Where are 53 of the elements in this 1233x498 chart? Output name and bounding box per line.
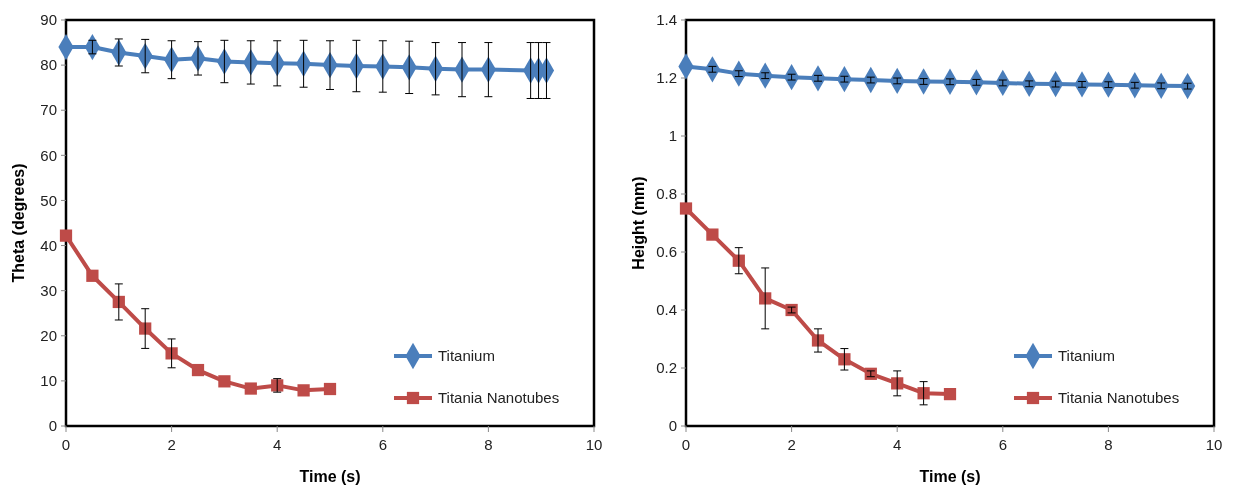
y-tick-label: 30 — [40, 281, 57, 299]
point — [917, 387, 930, 400]
x-tick-label: 2 — [167, 436, 176, 453]
point — [191, 363, 205, 377]
point — [297, 384, 310, 397]
y-tick-label: 20 — [40, 327, 57, 345]
y-tick-label: 0.4 — [656, 301, 677, 319]
y-tick-label: 60 — [40, 146, 57, 164]
y-tick-label: 70 — [40, 101, 57, 119]
point — [244, 382, 257, 395]
x-tick-label: 8 — [1104, 436, 1113, 453]
point — [218, 375, 231, 388]
x-tick-label: 0 — [61, 436, 71, 453]
y-tick-label: 1 — [668, 127, 677, 145]
y-tick-label: 0.6 — [656, 243, 677, 261]
legend-label: Titanium — [438, 347, 495, 365]
point — [139, 322, 152, 335]
x-tick-label: 10 — [585, 436, 603, 453]
x-tick-label: 8 — [484, 436, 493, 453]
legend-label: Titania Nanotubes — [1058, 389, 1180, 407]
y-tick-label: 10 — [40, 372, 57, 390]
y-tick-label: 90 — [40, 11, 57, 29]
y-tick-label: 0.8 — [656, 185, 677, 203]
point — [59, 229, 73, 242]
y-tick-label: 50 — [40, 191, 57, 209]
y-tick-label: 80 — [40, 56, 57, 74]
y-tick-label: 1.2 — [656, 69, 677, 87]
x-tick-label: 2 — [787, 436, 796, 453]
x-tick-label: 6 — [378, 436, 387, 453]
point — [706, 228, 719, 241]
point — [86, 269, 99, 282]
point — [838, 353, 851, 366]
y-tick-label: 0.2 — [656, 359, 677, 377]
x-tick-label: 4 — [893, 436, 902, 453]
x-axis-title: Time (s) — [919, 468, 981, 485]
y-tick-label: 0 — [668, 417, 677, 435]
x-tick-label: 6 — [998, 436, 1007, 453]
y-axis-title: Theta (degrees) — [10, 163, 27, 283]
y-axis-title: Height (mm) — [630, 176, 647, 270]
point — [165, 347, 178, 360]
x-axis-title: Time (s) — [299, 468, 361, 485]
y-tick-label: 1.4 — [656, 11, 677, 29]
point — [679, 202, 693, 215]
y-tick-label: 0 — [48, 417, 57, 435]
x-tick-label: 4 — [273, 436, 282, 453]
point — [759, 292, 772, 305]
point — [323, 382, 337, 396]
x-tick-label: 10 — [1205, 436, 1223, 453]
y-tick-label: 40 — [40, 236, 57, 254]
legend-label: Titanium — [1058, 347, 1115, 365]
legend-label: Titania Nanotubes — [438, 389, 560, 407]
x-tick-label: 0 — [681, 436, 691, 453]
point — [943, 387, 957, 401]
